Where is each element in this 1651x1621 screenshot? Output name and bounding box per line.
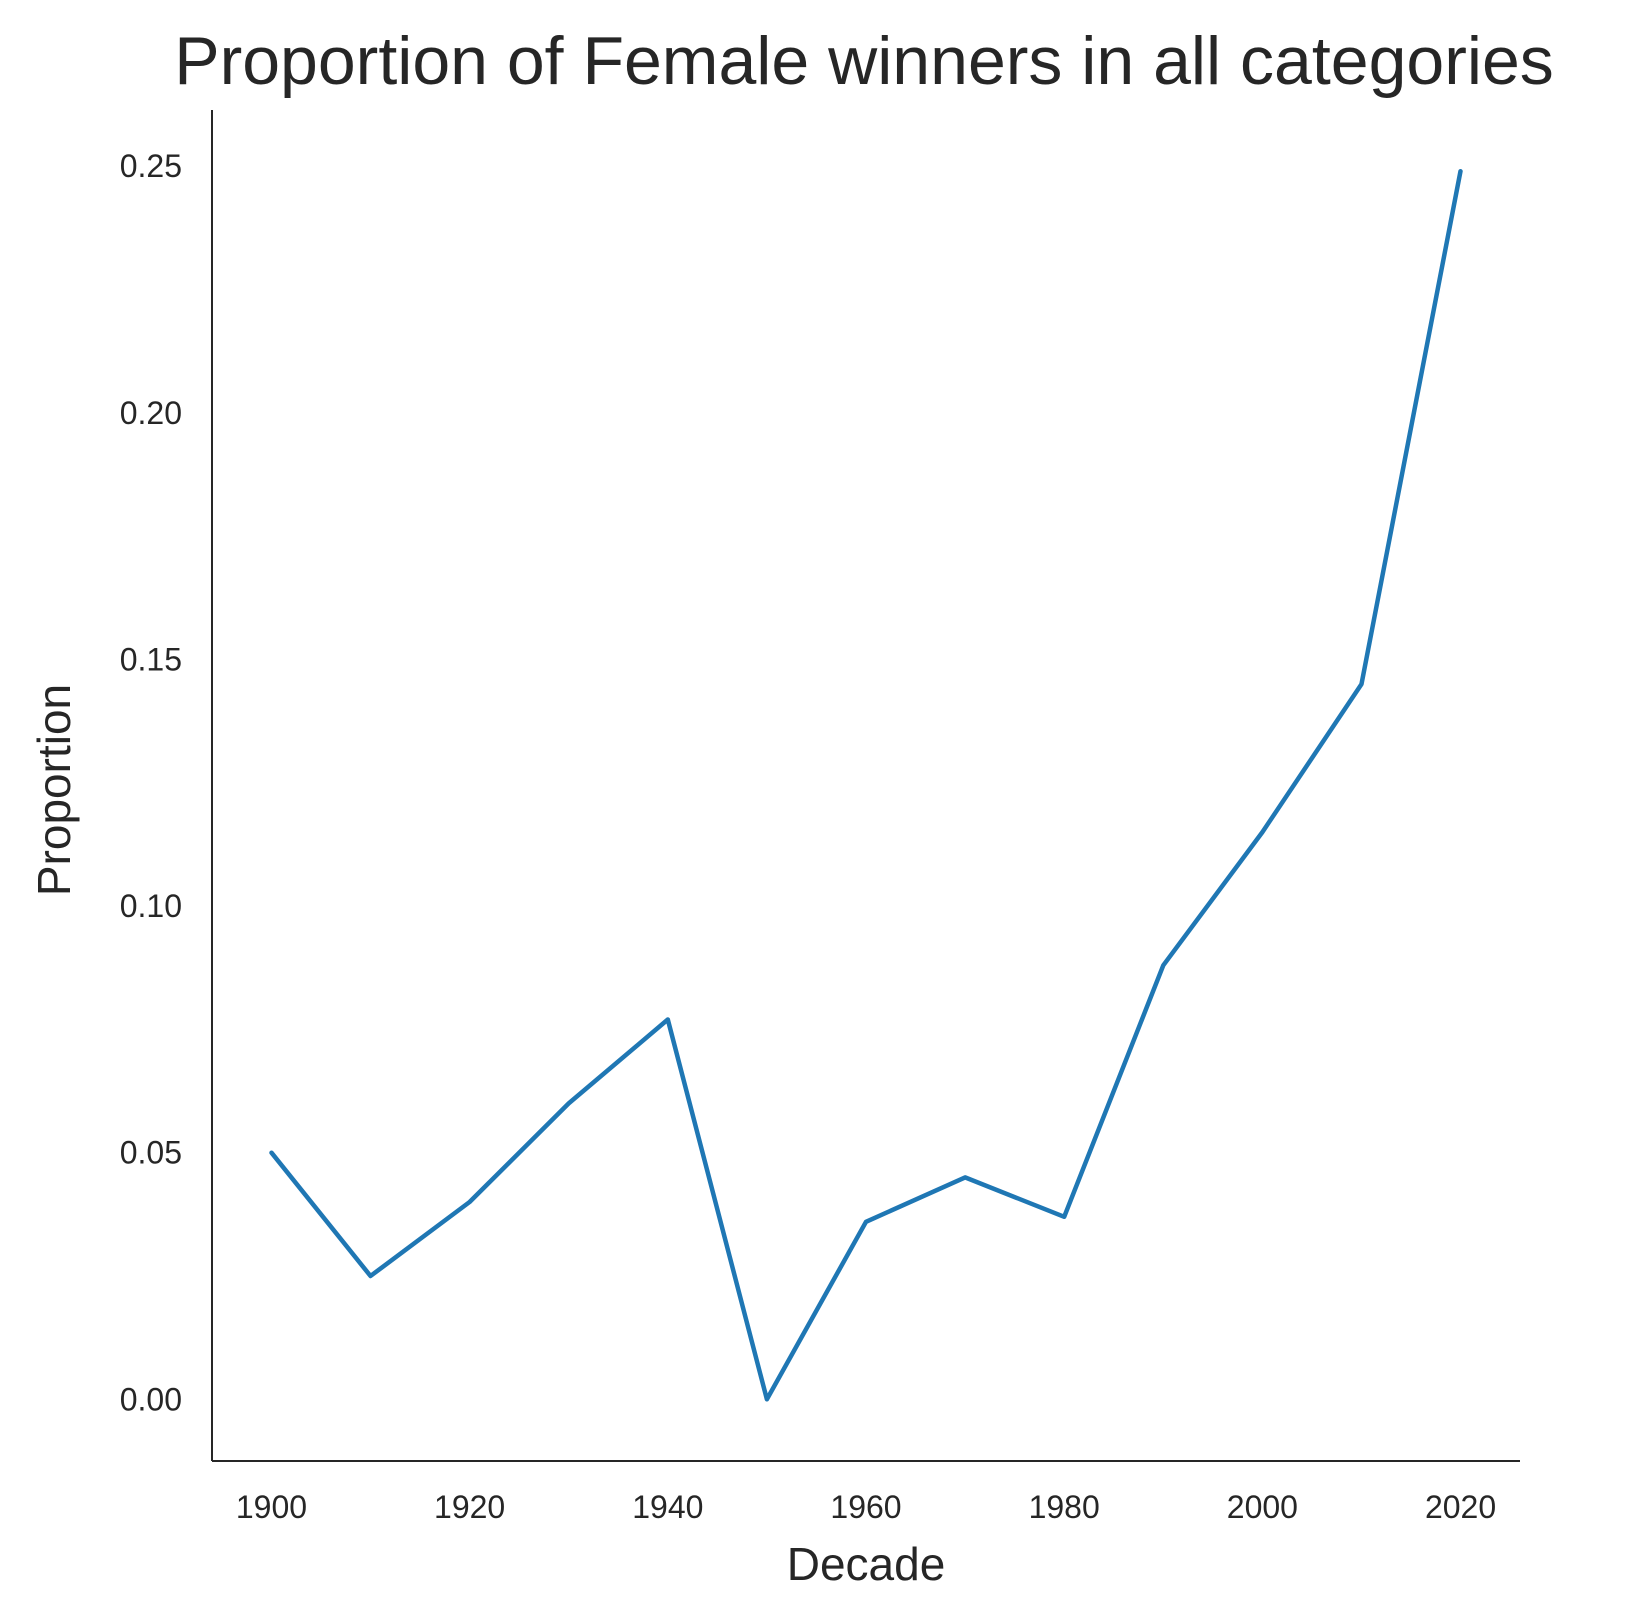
y-tick-label: 0.10 xyxy=(120,888,182,924)
chart-title: Proportion of Female winners in all cate… xyxy=(174,23,1554,99)
x-axis-label: Decade xyxy=(787,1538,946,1590)
y-tick-label: 0.05 xyxy=(120,1135,182,1171)
y-tick-label: 0.25 xyxy=(120,148,182,184)
y-tick-labels: 0.00 0.05 0.10 0.15 0.20 0.25 xyxy=(120,148,182,1417)
series-line xyxy=(269,168,1463,1402)
x-tick-label: 2000 xyxy=(1227,1489,1298,1525)
x-tick-label: 1900 xyxy=(236,1489,307,1525)
x-tick-labels: 1900 1920 1940 1960 1980 2000 2020 xyxy=(236,1489,1496,1525)
x-tick-label: 1920 xyxy=(434,1489,505,1525)
y-tick-label: 0.00 xyxy=(120,1381,182,1417)
x-tick-label: 1980 xyxy=(1029,1489,1100,1525)
x-tick-label: 1940 xyxy=(632,1489,703,1525)
y-tick-label: 0.20 xyxy=(120,395,182,431)
series-group xyxy=(269,168,1463,1402)
plot-area: 0.00 0.05 0.10 0.15 0.20 0.25 1900 1920 1940 196… xyxy=(120,110,1520,1525)
y-tick-label: 0.15 xyxy=(120,641,182,677)
x-tick-label: 2020 xyxy=(1425,1489,1496,1525)
x-tick-label: 1960 xyxy=(830,1489,901,1525)
y-axis-label: Proportion xyxy=(28,684,80,896)
